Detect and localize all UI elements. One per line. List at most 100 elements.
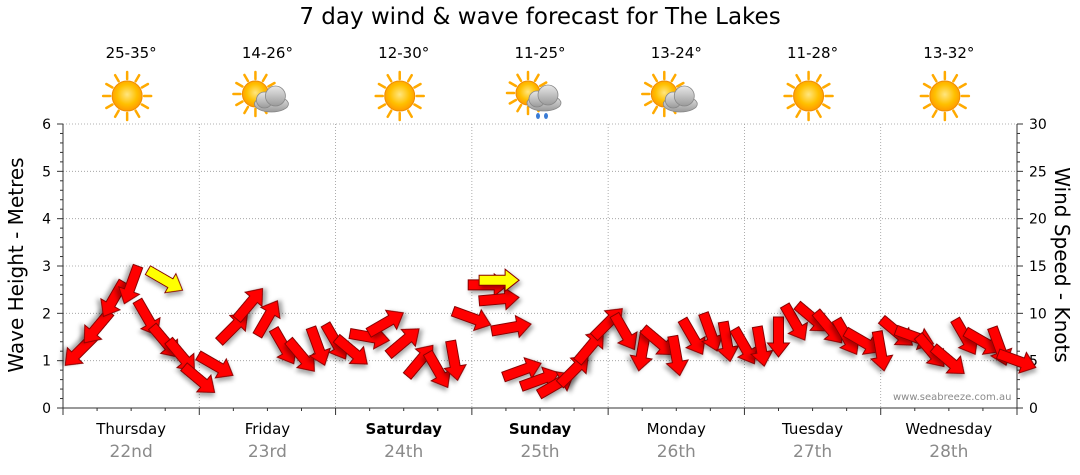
wind-arrow [305, 325, 332, 367]
wind-arrow [232, 287, 264, 324]
y-tick-label-right: 25 [1029, 164, 1047, 180]
sun-cloud-icon [641, 70, 698, 118]
temp-range-tuesday: 11-28° [787, 44, 839, 62]
wind-arrow [443, 339, 467, 382]
y-tick-label-left: 6 [42, 117, 51, 133]
arrow-shape [639, 324, 675, 356]
date-label-saturday: 24th [384, 442, 424, 462]
wind-arrow [677, 316, 706, 356]
arrow-shape [842, 326, 882, 355]
wind-arrow [766, 316, 791, 358]
date-label-monday: 26th [656, 442, 696, 462]
arrow-shape [305, 325, 332, 367]
arrow-shape [779, 302, 809, 341]
wind-arrow [450, 305, 492, 332]
y-tick-label-right: 30 [1029, 117, 1047, 133]
chart-grid [63, 123, 1017, 408]
wind-arrow [332, 333, 368, 365]
wind-arrow [478, 286, 520, 311]
wind-arrow [422, 349, 451, 389]
arrow-shape [478, 286, 520, 311]
wind-arrow [715, 320, 740, 363]
arrow-shape [144, 265, 184, 294]
sun-rays [783, 70, 834, 122]
cloud [526, 84, 562, 112]
sun-icon [919, 70, 971, 122]
arrow-shape [698, 311, 724, 352]
arrow-shape [929, 343, 965, 375]
arrow-shape [629, 330, 654, 372]
wind-arrow [609, 311, 638, 351]
y-tick-label-left: 0 [42, 401, 51, 417]
wind-arrow [195, 350, 234, 379]
wind-arrow [629, 330, 654, 372]
wind-arrow [117, 263, 144, 305]
wind-arrow [639, 324, 675, 356]
day-label-sunday: Sunday [508, 420, 572, 438]
arrow-shape [677, 316, 706, 356]
arrow-shape [609, 311, 638, 351]
sun-icon [374, 70, 425, 122]
sun-rays [101, 70, 153, 122]
arrow-shape [332, 333, 368, 365]
temp-range-wednesday: 13-32° [923, 44, 975, 62]
y-tick-label-left: 4 [42, 212, 51, 228]
sun-disc [111, 80, 143, 112]
date-label-sunday: 25th [520, 442, 560, 462]
y-tick-label-left: 5 [42, 164, 51, 180]
wind-arrow [929, 343, 965, 375]
temp-range-saturday: 12-30° [378, 44, 430, 62]
sun-rays [374, 70, 425, 122]
sun-disc [929, 80, 961, 112]
arrow-shape [450, 305, 492, 332]
day-label-thursday: Thursday [96, 420, 167, 438]
wind-arrow [749, 325, 774, 367]
cloud [254, 85, 289, 113]
day-label-monday: Monday [646, 420, 706, 438]
arrow-shape [478, 268, 520, 293]
wind-arrow [779, 302, 809, 341]
wind-arrow [501, 356, 542, 383]
gust-arrow [478, 268, 520, 293]
weather-icons [101, 70, 971, 122]
arrow-shape [490, 314, 532, 339]
wind-arrow [729, 325, 758, 365]
wind-arrow [384, 328, 420, 360]
arrow-shape [501, 356, 542, 383]
arrow-shape [384, 328, 420, 360]
day-label-saturday: Saturday [365, 420, 442, 438]
sun-icon [101, 70, 153, 122]
wind-arrow [698, 311, 724, 352]
rain-drops [536, 113, 548, 119]
arrow-shape [995, 348, 1037, 374]
arrow-shape [715, 320, 740, 363]
wind-arrow [180, 362, 216, 393]
y-tick-label-left: 2 [42, 306, 51, 322]
y-tick-label-right: 20 [1029, 212, 1047, 228]
watermark: www.seabreeze.com.au [893, 392, 1012, 403]
sun-cloud-rain-icon [505, 70, 562, 119]
arrow-shape [422, 349, 451, 389]
chart-axes: 0 1 2 3 4 5 6 0 5 10 15 20 25 30 [42, 117, 1047, 417]
temp-range-thursday: 25-35° [105, 44, 157, 62]
temp-range-friday: 14-26° [241, 44, 293, 62]
wind-arrow [573, 330, 604, 366]
day-label-friday: Friday [244, 420, 291, 438]
date-label-thursday: 22nd [109, 442, 153, 462]
day-label-tuesday: Tuesday [782, 420, 844, 438]
date-label-wednesday: 28th [929, 442, 969, 462]
date-label-friday: 23rd [247, 442, 287, 462]
sun-disc [793, 80, 825, 112]
y-tick-label-left: 3 [42, 259, 51, 275]
arrow-shape [117, 263, 144, 305]
arrow-shape [252, 300, 281, 339]
arrow-shape [665, 334, 690, 377]
wind-arrow [869, 330, 894, 372]
sun-rays [919, 70, 971, 122]
day-label-wednesday: Wednesday [905, 420, 993, 438]
arrow-shape [749, 325, 774, 367]
arrow-shape [365, 309, 405, 338]
y-tick-label-right: 5 [1029, 354, 1038, 370]
sun-icon [783, 70, 834, 122]
